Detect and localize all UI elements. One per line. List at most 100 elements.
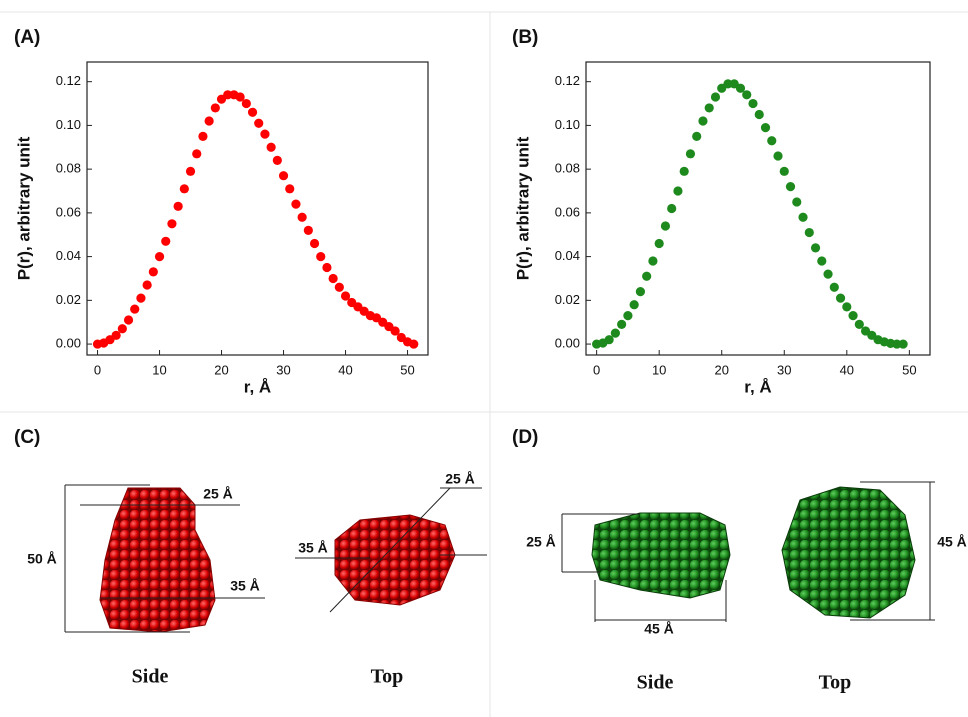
view-label: Side	[637, 672, 674, 694]
data-point	[260, 129, 270, 139]
y-axis-label: P(r), arbitrary unit	[513, 136, 532, 280]
data-point	[148, 267, 158, 277]
data-point	[316, 252, 326, 262]
data-point	[303, 225, 313, 235]
annotation: 50 Å	[27, 551, 57, 567]
data-point	[679, 166, 689, 176]
data-point	[291, 199, 301, 209]
x-tick-label: 0	[94, 362, 101, 377]
data-point	[136, 293, 146, 303]
y-tick-label: 0.08	[555, 161, 580, 176]
y-tick-label: 0.12	[555, 73, 580, 88]
data-point	[710, 92, 721, 102]
data-point	[142, 280, 152, 290]
data-point	[842, 302, 852, 312]
data-point	[334, 282, 344, 292]
data-point	[198, 131, 208, 141]
y-tick-label: 0.06	[56, 204, 81, 219]
data-point	[848, 311, 858, 321]
data-point	[192, 149, 202, 159]
data-point	[111, 330, 121, 340]
data-point	[673, 186, 683, 196]
data-point	[754, 109, 764, 120]
data-point	[285, 184, 295, 194]
panel-label: (B)	[512, 27, 538, 48]
x-tick-label: 40	[338, 362, 352, 377]
data-point	[742, 90, 752, 100]
charts: (A) 0.00 0.02 0.04 0.06 0.08 0.10 0.12 0 10 20 30 40…	[14, 27, 931, 396]
panel-label: (A)	[14, 27, 40, 48]
data-point	[179, 184, 189, 194]
data-point	[297, 212, 307, 222]
data-point	[154, 252, 165, 262]
y-tick-label: 0.00	[555, 336, 580, 351]
data-point	[278, 171, 289, 181]
data-point	[322, 262, 332, 273]
x-tick-label: 10	[652, 362, 666, 377]
data-point	[254, 118, 264, 128]
annotation: 25 Å	[445, 471, 475, 487]
annotation: 35 Å	[298, 540, 328, 556]
x-tick-label: 50	[400, 362, 414, 377]
y-tick-label: 0.10	[555, 117, 580, 132]
data-point	[685, 149, 696, 159]
dimension-lines	[561, 513, 727, 622]
view-label: Side	[132, 666, 169, 688]
data-point	[130, 304, 140, 314]
data-point	[173, 201, 183, 211]
data-point	[760, 122, 771, 133]
data-point	[340, 291, 351, 301]
plot-frame	[585, 61, 931, 356]
x-tick-label: 10	[152, 362, 166, 377]
y-tick-label: 0.06	[555, 204, 580, 219]
x-tick-label: 30	[777, 362, 791, 377]
annotation: 35 Å	[230, 578, 260, 594]
data-point	[610, 328, 620, 338]
data-point	[798, 212, 808, 222]
data-point	[642, 271, 652, 281]
data-point	[648, 256, 658, 266]
data-point	[854, 319, 864, 329]
dimension-lines	[295, 487, 487, 613]
data-point	[123, 315, 134, 325]
y-tick-label: 0.04	[555, 248, 580, 263]
annotation: 45 Å	[937, 534, 967, 550]
data-point	[660, 221, 671, 231]
data-point	[835, 293, 846, 303]
data-point	[390, 326, 400, 336]
dimension-lines	[850, 481, 935, 621]
data-point	[692, 131, 702, 141]
data-point	[767, 136, 777, 146]
data-point	[810, 243, 821, 253]
data-point	[247, 107, 258, 117]
data-point	[241, 98, 251, 109]
annotation: 25 Å	[203, 486, 233, 502]
view-label: Top	[819, 672, 852, 694]
x-tick-label: 30	[276, 362, 290, 377]
data-point	[167, 219, 177, 229]
y-tick-label: 0.00	[56, 336, 81, 351]
annotation: 25 Å	[526, 534, 556, 550]
data-point	[409, 339, 419, 349]
x-axis-label: r, Å	[244, 377, 271, 396]
data-point	[635, 286, 646, 297]
data-point	[748, 98, 758, 109]
y-tick-label: 0.02	[555, 292, 580, 307]
data-point	[823, 269, 833, 279]
panel-label: (C)	[14, 427, 40, 448]
y-axis-label: P(r), arbitrary unit	[14, 136, 33, 280]
model-side	[591, 512, 731, 599]
y-tick-label: 0.08	[56, 161, 81, 176]
data-point	[829, 282, 839, 292]
data-point	[817, 256, 827, 266]
plot-frame	[86, 61, 429, 356]
y-tick-label: 0.04	[56, 248, 81, 263]
data-point	[667, 203, 677, 214]
data-point	[604, 335, 614, 345]
data-point	[161, 236, 171, 246]
y-tick-label: 0.10	[56, 117, 81, 132]
data-point	[272, 155, 282, 165]
x-tick-label: 20	[714, 362, 728, 377]
data-point	[623, 311, 633, 321]
